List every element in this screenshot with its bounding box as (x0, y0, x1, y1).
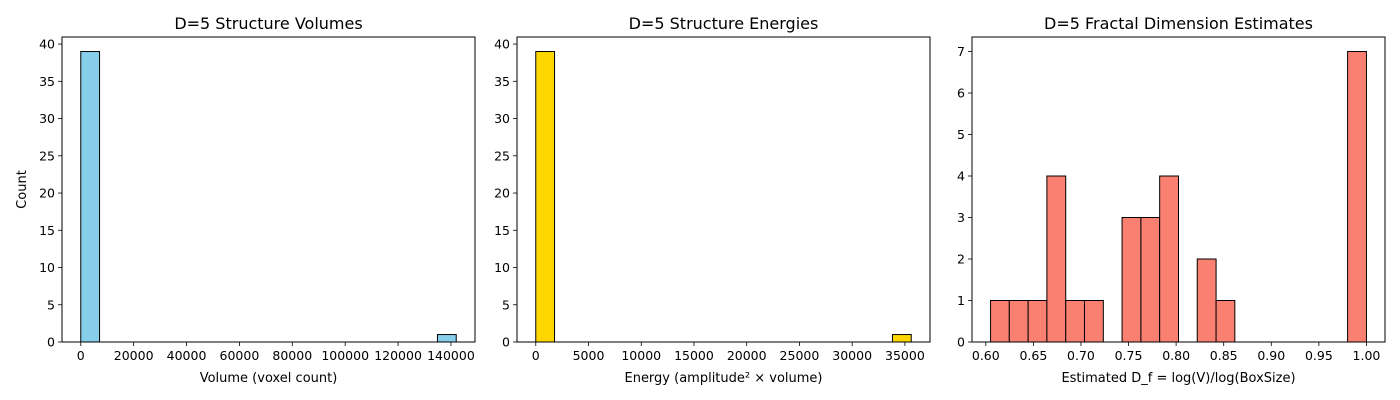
x-tick-label: 15000 (674, 348, 714, 363)
x-tick-label: 140000 (427, 348, 475, 363)
y-tick-label: 10 (494, 260, 510, 275)
histogram-bar (535, 51, 556, 343)
x-tick-label: 0.85 (1210, 348, 1238, 363)
y-tick-label: 35 (39, 74, 55, 89)
histogram-bar (1140, 217, 1161, 343)
y-tick-label: 40 (39, 37, 55, 52)
y-tick-label: 6 (957, 86, 965, 101)
plot-1: 0 5000 10000 15000 20000 25000 30000 35000 0 5 10 1… (494, 36, 931, 363)
y-tick-label: 10 (39, 260, 55, 275)
y-tick-label: 4 (957, 169, 965, 184)
x-axis-label: Volume (voxel count) (200, 371, 338, 386)
histogram-bar (891, 334, 912, 343)
chart-title: D=5 Fractal Dimension Estimates (1044, 14, 1313, 33)
x-tick-label: 25000 (780, 348, 820, 363)
y-tick-label: 3 (957, 210, 965, 225)
y-tick-label: 25 (494, 148, 510, 163)
x-tick-label: 0.75 (1115, 348, 1143, 363)
x-tick-label: 0.90 (1257, 348, 1285, 363)
x-tick-label: 1.00 (1353, 348, 1381, 363)
histogram-bar (1008, 300, 1029, 343)
x-tick-label: 20000 (727, 348, 767, 363)
y-tick-label: 5 (502, 297, 510, 312)
y-tick-label: 30 (39, 111, 55, 126)
panel-energies: D=5 Structure Energies Energy (amplitude… (624, 14, 822, 386)
x-axis-label: Estimated D_f = log(V)/log(BoxSize) (1061, 371, 1295, 386)
axes-frame (516, 36, 931, 343)
histogram-bar (436, 334, 457, 343)
histogram-bar (1196, 258, 1217, 343)
panel-fractal-dimension: D=5 Fractal Dimension Estimates Estimate… (1044, 14, 1313, 386)
histogram-bar (1046, 175, 1067, 343)
x-tick-label: 80000 (272, 348, 312, 363)
histogram-bar (990, 300, 1010, 343)
histogram-bar (1027, 300, 1048, 343)
x-tick-label: 0.70 (1067, 348, 1095, 363)
histogram-bar (1215, 300, 1236, 343)
y-tick-label: 2 (957, 252, 965, 267)
x-tick-label: 0.80 (1162, 348, 1190, 363)
y-tick-label: 30 (494, 111, 510, 126)
y-tick-label: 20 (494, 186, 510, 201)
y-tick-label: 0 (47, 335, 55, 350)
y-tick-label: 1 (957, 293, 965, 308)
x-tick-label: 40000 (167, 348, 207, 363)
x-tick-label: 10000 (621, 348, 661, 363)
plot-layer: 0 20000 40000 60000 80000 100000 120000 1400000… (39, 36, 1386, 363)
y-tick-label: 0 (502, 335, 510, 350)
histogram-bar (1347, 51, 1367, 343)
y-tick-label: 0 (957, 335, 965, 350)
y-axis-label: Count (15, 170, 30, 209)
y-tick-label: 15 (39, 223, 55, 238)
chart-title: D=5 Structure Energies (629, 14, 819, 33)
y-tick-label: 5 (47, 297, 55, 312)
x-axis-label: Energy (amplitude² × volume) (624, 371, 822, 386)
x-tick-label: 0.65 (1019, 348, 1047, 363)
x-tick-label: 20000 (114, 348, 154, 363)
plot-2: 0.60 0.65 0.70 0.75 0.80 0.85 0.90 0.95 1.00 0 1 2 3… (957, 36, 1386, 363)
y-tick-label: 35 (494, 74, 510, 89)
x-tick-label: 0 (77, 348, 85, 363)
y-tick-label: 25 (39, 148, 55, 163)
x-tick-label: 120000 (374, 348, 422, 363)
histogram-bar (1121, 217, 1142, 343)
histogram-bar (1065, 300, 1085, 343)
plot-0: 0 20000 40000 60000 80000 100000 120000 140000 0… (39, 36, 476, 363)
x-tick-label: 35000 (885, 348, 925, 363)
y-tick-label: 5 (957, 127, 965, 142)
x-tick-label: 0.95 (1305, 348, 1333, 363)
y-tick-label: 40 (494, 37, 510, 52)
x-tick-label: 0.60 (972, 348, 1000, 363)
panel-volumes: D=5 Structure Volumes Volume (voxel coun… (15, 14, 363, 386)
x-tick-label: 60000 (220, 348, 260, 363)
histogram-bar (80, 51, 101, 343)
axes-frame (61, 36, 476, 343)
histogram-bar (1159, 175, 1180, 343)
y-tick-label: 15 (494, 223, 510, 238)
histogram-bar (1083, 300, 1104, 343)
x-tick-label: 30000 (832, 348, 872, 363)
x-tick-label: 0 (532, 348, 540, 363)
y-tick-label: 7 (957, 44, 965, 59)
x-tick-label: 100000 (321, 348, 369, 363)
axes-frame (971, 36, 1386, 343)
x-tick-label: 5000 (573, 348, 605, 363)
y-tick-label: 20 (39, 186, 55, 201)
chart-title: D=5 Structure Volumes (174, 14, 362, 33)
